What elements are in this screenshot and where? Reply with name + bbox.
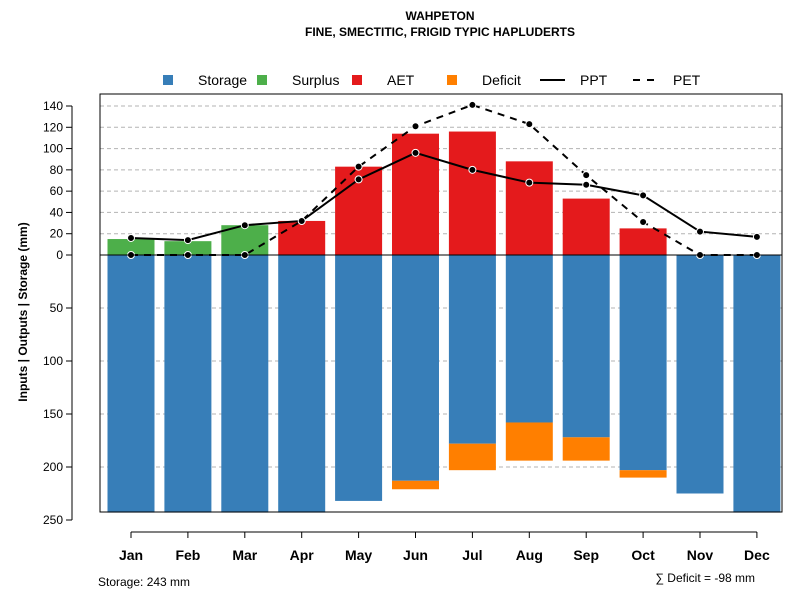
legend-label-storage: Storage (198, 72, 247, 88)
legend-label-surplus: Surplus (292, 72, 339, 88)
bar-storage-mar (221, 255, 269, 513)
bar-aet-sep (562, 198, 610, 255)
legend-label-aet: AET (387, 72, 415, 88)
legend-item-surplus: Surplus (257, 72, 339, 88)
bar-storage-nov (676, 255, 724, 494)
ppt-point-nov (696, 227, 704, 236)
x-tick-label-oct: Oct (631, 547, 655, 563)
bar-storage-apr (278, 255, 326, 513)
y-tick-label: 0 (56, 248, 63, 262)
x-tick-label-aug: Aug (516, 547, 543, 563)
ppt-line (130, 151, 757, 242)
x-tick-label-dec: Dec (744, 547, 770, 563)
ppt-point-may (354, 175, 363, 184)
y-tick-label: 60 (50, 184, 64, 198)
legend-swatch-aet (352, 75, 362, 85)
legend-item-pet: PET (633, 72, 701, 88)
ppt-point-aug (525, 178, 534, 187)
bar-storage-dec (733, 255, 781, 513)
bar-storage-aug (505, 255, 553, 423)
pet-point-jul (468, 100, 477, 109)
y-tick-label: 200 (43, 460, 63, 474)
bar-storage-feb (164, 255, 212, 513)
y-tick-label: 40 (50, 205, 64, 219)
ppt-point-apr (297, 216, 306, 225)
legend-swatch-storage (163, 75, 173, 85)
bar-surplus-feb (164, 241, 212, 255)
bar-deficit-jul (448, 443, 496, 471)
ppt-point-dec (752, 232, 761, 241)
y-tick-label: 100 (43, 354, 63, 368)
deficit-note: ∑ Deficit = -98 mm (655, 571, 755, 585)
legend-swatch-deficit (447, 75, 457, 85)
x-tick-label-mar: Mar (232, 547, 257, 563)
ppt-point-jun (411, 148, 420, 157)
bar-surplus-jan (107, 239, 155, 255)
bar-storage-oct (619, 255, 667, 471)
y-axis-title: Inputs | Outputs | Storage (mm) (16, 222, 30, 401)
ppt-point-jan (127, 233, 135, 242)
y-tick-label: 150 (43, 407, 63, 421)
ppt-point-jul (468, 165, 477, 174)
legend-item-deficit: Deficit (447, 72, 521, 88)
pet-point-may (354, 162, 363, 171)
legend-swatch-surplus (257, 75, 267, 85)
bar-deficit-aug (505, 422, 553, 461)
pet-point-jun (411, 122, 420, 131)
bar-aet-oct (619, 228, 667, 255)
bar-aet-aug (505, 161, 553, 255)
chart-subtitle: FINE, SMECTITIC, FRIGID TYPIC HAPLUDERTS (305, 25, 575, 39)
legend-item-aet: AET (352, 72, 415, 88)
bar-deficit-sep (562, 437, 610, 461)
x-tick-label-jul: Jul (462, 547, 482, 563)
pet-point-sep (582, 171, 591, 180)
bar-storage-jul (448, 255, 496, 444)
y-tick-label: 140 (43, 99, 63, 113)
y-tick-label: 80 (50, 163, 64, 177)
x-tick-label-feb: Feb (175, 547, 200, 563)
legend-label-pet: PET (673, 72, 701, 88)
bar-storage-jan (107, 255, 155, 513)
ppt-point-oct (639, 191, 648, 200)
x-tick-label-jun: Jun (403, 547, 428, 563)
legend-label-deficit: Deficit (482, 72, 521, 88)
legend: Storage Surplus AET Deficit PPT PET (163, 72, 701, 88)
y-tick-label: 250 (43, 513, 63, 527)
legend-item-ppt: PPT (540, 72, 608, 88)
x-tick-label-jan: Jan (119, 547, 143, 563)
y-tick-label: 20 (50, 227, 64, 241)
x-tick-label-may: May (345, 547, 372, 563)
plot-frame (99, 93, 783, 513)
y-tick-label: 120 (43, 120, 63, 134)
pet-point-aug (525, 120, 534, 129)
legend-label-ppt: PPT (580, 72, 608, 88)
bar-deficit-oct (619, 470, 667, 478)
storage-note: Storage: 243 mm (98, 575, 190, 589)
bar-aet-apr (278, 220, 326, 255)
bar-storage-jun (392, 255, 439, 481)
pet-point-oct (639, 218, 648, 227)
legend-item-storage: Storage (163, 72, 247, 88)
x-tick-label-nov: Nov (687, 547, 714, 563)
y-tick-label: 50 (50, 301, 64, 315)
bars (107, 131, 781, 513)
x-tick-label-apr: Apr (290, 547, 315, 563)
bar-storage-may (335, 255, 383, 501)
bar-aet-jul (448, 131, 496, 255)
ppt-point-sep (582, 180, 591, 189)
ppt-point-feb (183, 236, 192, 245)
x-tick-label-sep: Sep (573, 547, 599, 563)
bar-deficit-jun (392, 480, 439, 490)
chart-title: WAHPETON (405, 9, 474, 23)
y-tick-label: 100 (43, 142, 63, 156)
ppt-point-mar (240, 221, 249, 230)
bar-storage-sep (562, 255, 610, 438)
